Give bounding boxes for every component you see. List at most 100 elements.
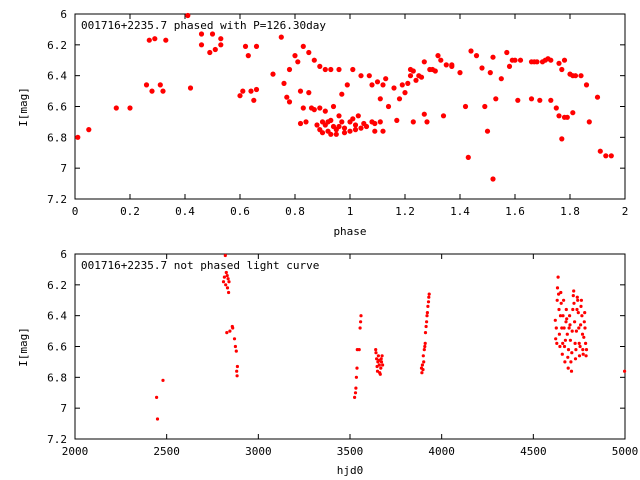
phased-data-point (410, 119, 416, 125)
unphased-data-point (565, 332, 569, 336)
phased-data-point (295, 59, 301, 65)
phased-data-point (468, 48, 474, 54)
unphased-data-point (570, 351, 574, 355)
unphased-data-point (232, 337, 237, 341)
phased-data-point (306, 90, 312, 96)
phased-x-tick-label: 0 (72, 205, 79, 218)
unphased-data-point (569, 369, 574, 373)
phased-x-tick-label: 1 (347, 205, 354, 218)
unphased-data-point (357, 348, 361, 352)
unphased-data-point (427, 292, 431, 296)
phased-data-point (242, 43, 249, 50)
phased-data-point (534, 59, 540, 65)
phased-data-point (383, 76, 389, 82)
phased-x-tick-label: 1.4 (450, 205, 470, 218)
unphased-data-point (559, 301, 563, 305)
unphased-data-point (359, 314, 363, 318)
phased-data-point (449, 63, 455, 69)
phased-plot-frame (74, 13, 626, 200)
unphased-y-axis-label: I[mag] (17, 327, 30, 367)
unphased-data-point (554, 337, 558, 341)
unphased-data-point (556, 275, 560, 279)
phased-data-point (341, 130, 348, 136)
unphased-data-point (224, 283, 228, 287)
phased-data-point (473, 53, 480, 59)
unphased-data-point (235, 374, 239, 378)
unphased-y-tick-label: 6.4 (47, 310, 67, 323)
unphased-data-point (425, 320, 429, 324)
phased-y-tick-label: 6.6 (47, 101, 67, 114)
phased-data-point (399, 82, 405, 88)
phased-data-point (586, 119, 592, 125)
phased-data-point (198, 31, 205, 37)
unphased-data-point (225, 274, 229, 278)
unphased-data-point (568, 314, 572, 318)
phased-data-point (424, 119, 430, 125)
unphased-data-point (381, 363, 385, 367)
phased-y-tick-label: 7.2 (47, 193, 67, 206)
unphased-data-point (584, 348, 589, 352)
unphased-data-point (574, 329, 579, 333)
phased-data-point (240, 88, 246, 94)
unphased-data-point (579, 323, 583, 327)
unphased-data-point (566, 366, 570, 370)
phased-x-axis-label: phase (333, 225, 366, 238)
unphased-data-point (583, 311, 587, 315)
phased-data-point (528, 96, 535, 102)
unphased-data-point (379, 357, 383, 361)
phased-data-point (336, 113, 342, 119)
phased-data-point (127, 105, 133, 111)
unphased-data-point (555, 286, 560, 290)
phased-data-point (245, 53, 251, 59)
phased-data-point (548, 97, 554, 103)
unphased-data-point (557, 332, 562, 336)
unphased-data-point (576, 298, 580, 302)
phased-data-point (311, 107, 317, 113)
unphased-plot-frame (74, 253, 626, 440)
unphased-data-point (374, 348, 378, 352)
phased-data-point (402, 90, 408, 96)
unphased-x-tick-label: 4000 (428, 445, 455, 458)
unphased-data-point (358, 326, 362, 330)
unphased-data-point (161, 378, 165, 382)
unphased-data-point (380, 354, 384, 358)
phased-data-point (336, 66, 342, 73)
phased-data-point (506, 63, 513, 69)
phased-data-point (209, 31, 216, 37)
phased-data-point (157, 82, 163, 88)
phased-data-point (363, 123, 370, 130)
unphased-data-point (584, 354, 588, 358)
unphased-y-tick-label: 7 (60, 402, 67, 415)
unphased-data-point (579, 304, 583, 308)
unphased-data-point (353, 395, 357, 399)
phased-data-point (317, 63, 323, 69)
phased-data-point (146, 37, 152, 43)
phased-data-point (163, 37, 169, 43)
phased-data-point (311, 57, 317, 63)
unphased-data-point (582, 335, 586, 339)
unphased-data-point (564, 320, 568, 324)
unphased-data-point (581, 352, 585, 356)
phased-x-tick-label: 1.8 (560, 205, 580, 218)
phased-data-point (465, 154, 471, 160)
unphased-data-point (555, 341, 559, 345)
phased-panel: 001716+2235.7 phased with P=126.30day ph… (17, 8, 628, 238)
phased-data-point (358, 125, 364, 131)
phased-data-point (187, 85, 194, 91)
unphased-data-point (222, 275, 226, 279)
phased-data-point (440, 113, 447, 119)
unphased-data-point (379, 366, 383, 370)
phased-data-point (504, 49, 510, 56)
phased-data-point (149, 88, 155, 94)
unphased-data-point (223, 253, 227, 258)
unphased-data-point (580, 332, 585, 336)
phased-data-point (435, 53, 441, 59)
phased-data-point (396, 96, 403, 102)
unphased-data-point (573, 320, 577, 324)
phased-data-point (559, 136, 565, 142)
unphased-data-point (422, 360, 426, 364)
phased-x-tick-label: 0.6 (230, 205, 250, 218)
unphased-data-point (233, 344, 237, 349)
unphased-data-point (557, 292, 561, 296)
phased-data-point (317, 105, 323, 111)
